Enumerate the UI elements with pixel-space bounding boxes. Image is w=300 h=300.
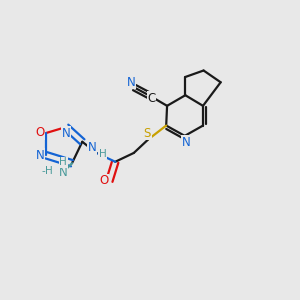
Text: N: N (35, 149, 44, 162)
Text: H: H (99, 148, 107, 158)
Text: N: N (127, 76, 136, 89)
Text: H: H (59, 158, 67, 167)
Text: N: N (62, 127, 70, 140)
Text: C: C (148, 92, 156, 105)
Text: N: N (182, 136, 190, 149)
Text: -: - (41, 166, 45, 176)
Text: O: O (35, 126, 44, 140)
Text: S: S (144, 127, 151, 140)
Text: N: N (88, 141, 97, 154)
Text: H: H (45, 166, 53, 176)
Text: N: N (59, 166, 68, 178)
Text: O: O (99, 174, 109, 188)
